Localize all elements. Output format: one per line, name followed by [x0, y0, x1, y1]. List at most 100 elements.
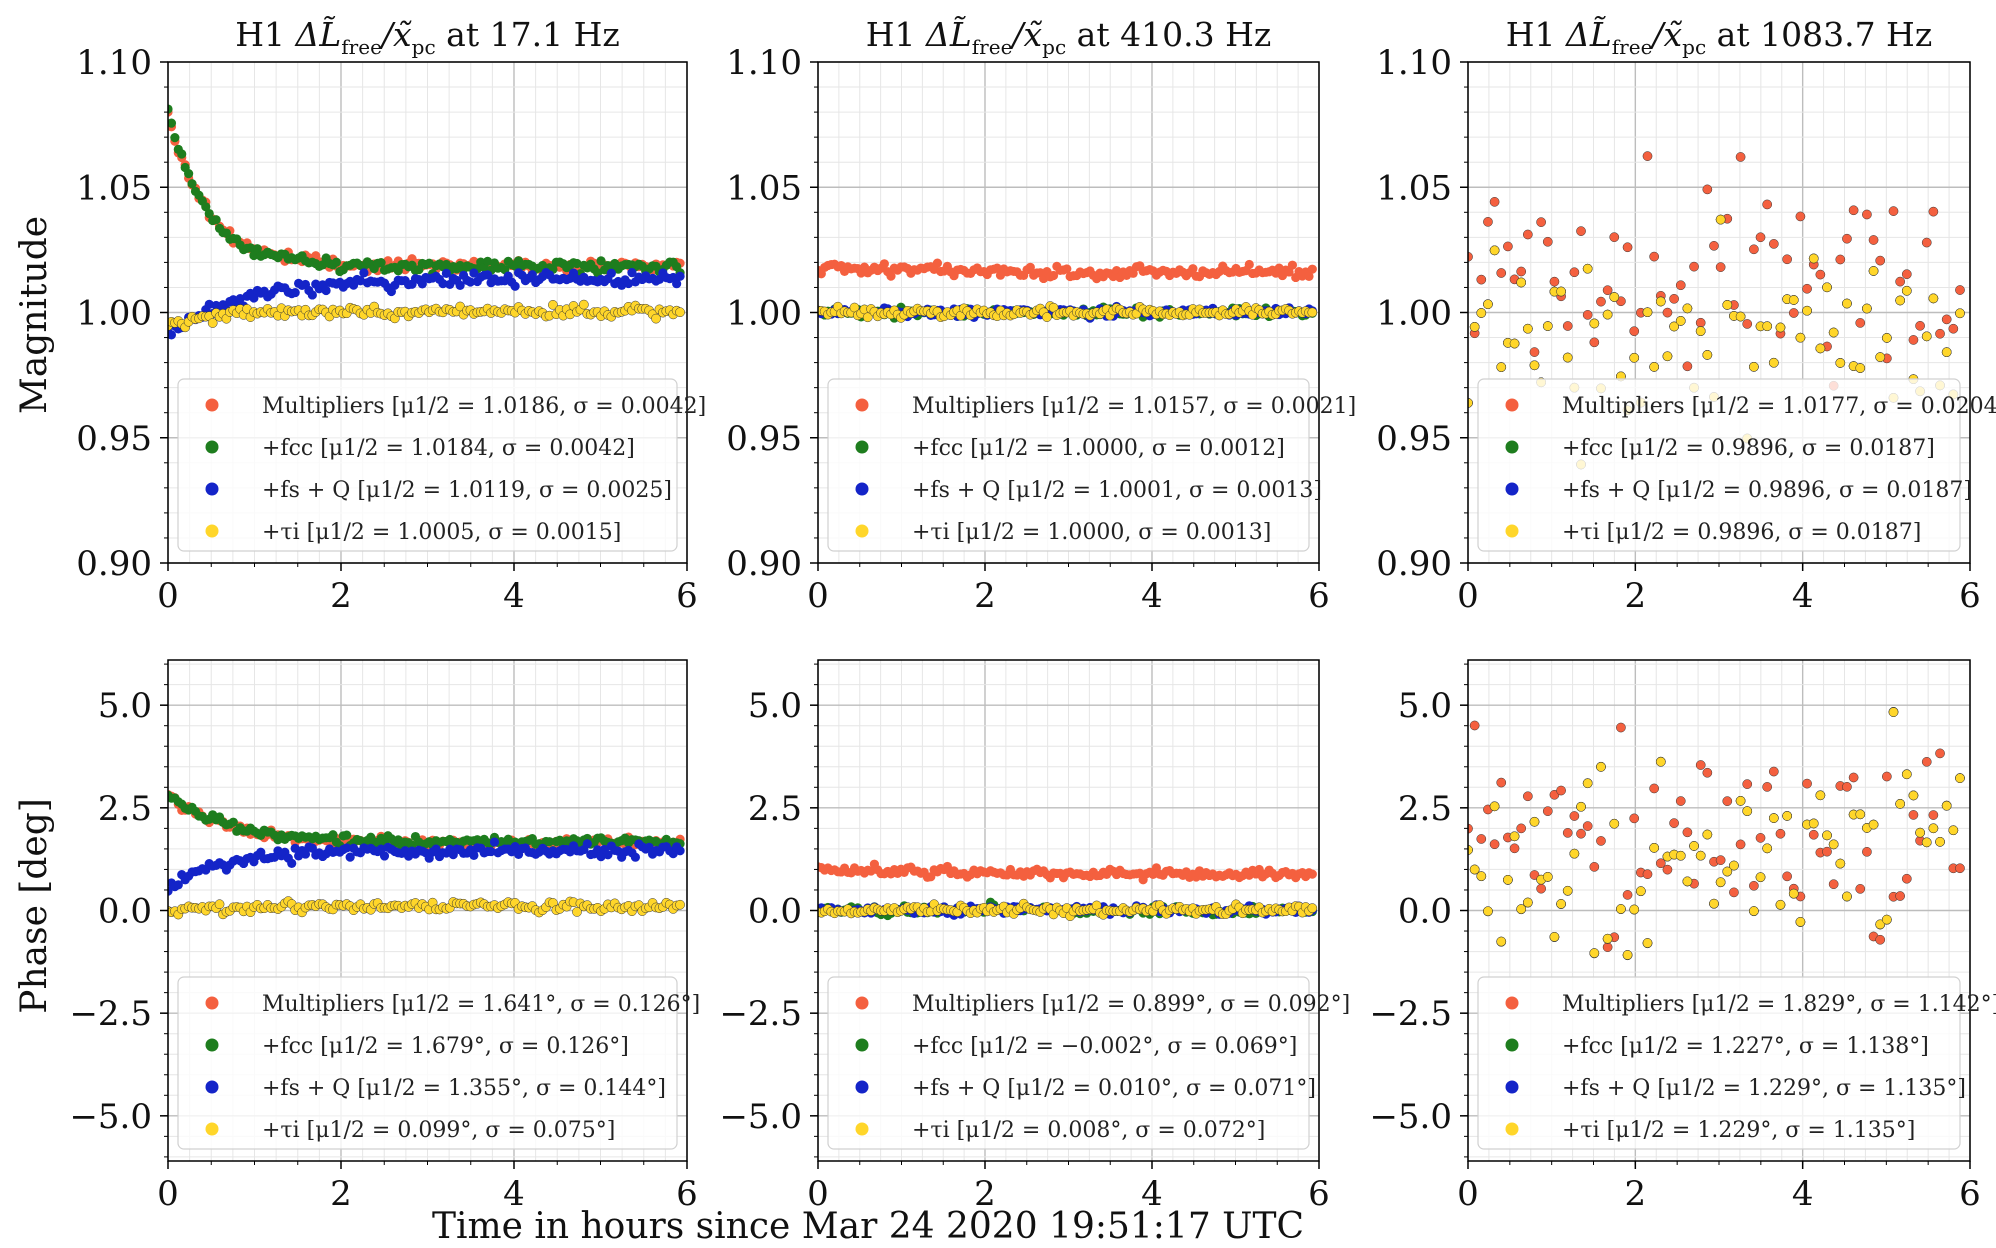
data-point — [1542, 321, 1553, 331]
data-point — [1516, 904, 1527, 914]
x-tick-label: 0 — [157, 1174, 179, 1214]
data-point — [184, 169, 194, 179]
legend-marker — [855, 440, 869, 454]
data-point — [1709, 898, 1719, 909]
data-point — [1848, 772, 1859, 783]
legend-box — [827, 976, 1310, 1150]
data-point — [1921, 837, 1932, 848]
data-point — [1941, 347, 1952, 357]
data-point — [1928, 810, 1939, 820]
data-point — [1702, 829, 1713, 840]
data-point — [1602, 933, 1613, 944]
data-point — [548, 300, 558, 310]
data-point — [1682, 361, 1693, 372]
data-point — [1875, 255, 1886, 266]
y-tick-label: 0.95 — [726, 419, 802, 459]
data-point — [1695, 850, 1706, 861]
legend-marker — [1505, 1038, 1519, 1052]
data-point — [1669, 818, 1679, 828]
data-point — [1307, 869, 1317, 879]
y-tick-label: 1.10 — [76, 43, 152, 83]
series-4 — [818, 301, 1318, 323]
data-point — [1188, 264, 1198, 274]
data-point — [1722, 300, 1733, 310]
x-tick-label: 2 — [330, 576, 352, 616]
data-point — [342, 843, 352, 853]
data-point — [1536, 883, 1546, 894]
data-point — [1589, 337, 1600, 348]
legend-marker — [855, 482, 869, 496]
data-point — [1768, 357, 1779, 368]
y-tick-label: 1.00 — [726, 294, 802, 334]
data-point — [1795, 917, 1806, 927]
legend-marker — [855, 524, 869, 538]
data-point — [1636, 886, 1646, 896]
data-point — [1888, 206, 1899, 216]
data-point — [483, 256, 493, 266]
data-point — [1562, 885, 1573, 896]
x-tick-label: 4 — [503, 1174, 525, 1214]
data-point — [1516, 266, 1527, 277]
data-point — [1582, 263, 1593, 274]
data-point — [582, 839, 592, 849]
data-point — [1536, 217, 1546, 227]
data-point — [1788, 888, 1799, 899]
panel-magnitude-3: 0 2 4 6 0.90 0.95 1.00 1.05 1.10 H1 ΔL̃free/x̃pc … — [1376, 15, 1996, 616]
data-point — [331, 257, 342, 267]
data-point — [1675, 280, 1686, 291]
data-point — [1522, 323, 1533, 334]
x-tick-label: 2 — [1625, 576, 1647, 616]
y-tick-label: −2.5 — [1369, 994, 1452, 1034]
data-point — [1689, 261, 1699, 272]
data-point — [345, 852, 355, 862]
panel-title: H1 ΔL̃free/x̃pc at 17.1 Hz — [235, 15, 619, 59]
panel-title: H1 ΔL̃free/x̃pc at 1083.7 Hz — [1506, 15, 1932, 59]
panel-phase-2: 0 2 4 6 −5.0 −2.5 0.0 2.5 5.0 Multipliers [μ1/2 =… — [719, 659, 1350, 1214]
data-point — [1609, 818, 1620, 829]
data-point — [1496, 936, 1507, 947]
data-point — [1729, 860, 1739, 871]
data-point — [1921, 756, 1932, 767]
legend-entry: +τi [μ1/2 = 0.9896, σ = 0.0187] — [1562, 520, 1921, 545]
data-point — [1895, 891, 1905, 901]
data-points — [818, 859, 1318, 922]
data-point — [1788, 295, 1799, 305]
data-point — [1576, 226, 1586, 236]
legend: Multipliers [μ1/2 = 1.829°, σ = 1.142°] +… — [1477, 976, 1996, 1150]
x-tick-label: 6 — [1308, 1174, 1330, 1214]
x-tick-label: 4 — [1792, 576, 1814, 616]
y-tick-label: 0.95 — [1376, 419, 1452, 459]
x-tick-label: 0 — [1457, 1174, 1479, 1214]
y-tick-label: 0.95 — [76, 419, 152, 459]
data-point — [1062, 264, 1072, 274]
data-point — [1609, 292, 1620, 302]
data-point — [1882, 914, 1892, 925]
data-point — [1496, 362, 1507, 372]
legend-box — [1477, 378, 1961, 552]
data-point — [1689, 841, 1699, 851]
data-point — [1025, 262, 1035, 272]
data-point — [1795, 332, 1806, 343]
data-point — [1629, 352, 1640, 363]
legend-box — [827, 378, 1310, 552]
legend-entry: +fs + Q [μ1/2 = 0.010°, σ = 0.071°] — [912, 1076, 1316, 1101]
data-point — [1529, 347, 1540, 357]
y-tick-label: 0.90 — [726, 544, 802, 584]
data-point — [672, 279, 682, 289]
data-point — [1802, 283, 1812, 294]
data-point — [1768, 239, 1779, 249]
data-point — [1616, 904, 1626, 914]
data-point — [1522, 897, 1533, 908]
data-point — [1483, 216, 1493, 227]
legend-entry: +fcc [μ1/2 = 0.9896, σ = 0.0187] — [1562, 436, 1935, 461]
data-point — [1596, 296, 1606, 307]
data-point — [1782, 871, 1792, 882]
data-point — [1901, 269, 1912, 280]
data-point — [1901, 285, 1912, 296]
x-tick-label: 2 — [1625, 1174, 1647, 1214]
data-point — [1915, 827, 1925, 838]
legend-entry: +fs + Q [μ1/2 = 1.355°, σ = 0.144°] — [262, 1076, 666, 1101]
data-point — [1928, 206, 1939, 217]
data-point — [675, 271, 685, 281]
data-point — [1702, 350, 1713, 360]
